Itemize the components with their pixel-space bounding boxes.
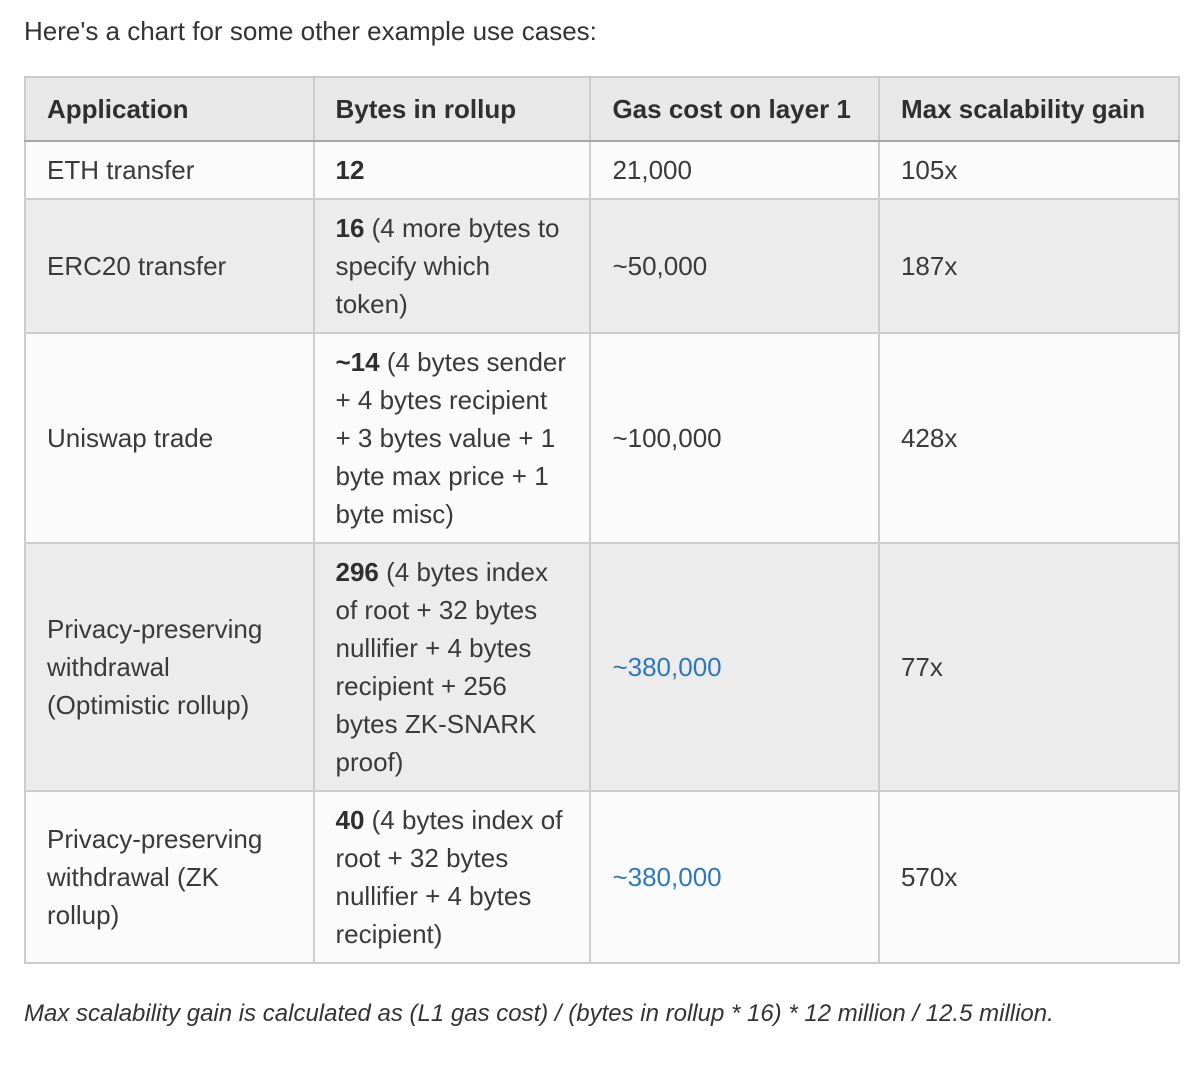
max-gain-cell: 428x: [877, 332, 1181, 544]
table-header-row: Application Bytes in rollup Gas cost on …: [24, 76, 1181, 142]
col-header-max-gain: Max scalability gain: [877, 76, 1181, 142]
max-gain-cell: 187x: [877, 198, 1181, 334]
bytes-value: ~14: [335, 347, 380, 377]
footnote-text: Max scalability gain is calculated as (L…: [24, 1000, 1054, 1027]
col-header-gas-cost: Gas cost on layer 1: [589, 76, 880, 142]
table-row: ERC20 transfer 16 (4 more bytes to specif…: [24, 198, 1181, 334]
bytes-in-rollup-cell: 16 (4 more bytes to specify which token): [312, 198, 592, 334]
use-cases-table: Application Bytes in rollup Gas cost on …: [24, 76, 1181, 964]
table-row: Privacy-preserving withdrawal (ZK rollup…: [24, 790, 1181, 964]
col-header-bytes-in-rollup: Bytes in rollup: [312, 76, 592, 142]
table-row: Privacy-preserving withdrawal (Optimisti…: [24, 542, 1181, 792]
bytes-value: 16: [335, 213, 365, 243]
col-header-application: Application: [24, 76, 315, 142]
table-body: ETH transfer 12 21,000 105x ERC20 transfer 16…: [24, 140, 1181, 964]
gas-cost-cell: ~380,000: [589, 790, 880, 964]
gas-cost-link[interactable]: ~380,000: [612, 862, 722, 892]
gas-cost-cell: 21,000: [589, 140, 880, 200]
bytes-value: 12: [335, 155, 365, 185]
gas-cost-cell: ~380,000: [589, 542, 880, 792]
bytes-value: 296: [335, 557, 379, 587]
gas-cost-cell: ~50,000: [589, 198, 880, 334]
table-row: Uniswap trade ~14 (4 bytes sender + 4 byt…: [24, 332, 1181, 544]
application-cell: ERC20 transfer: [24, 198, 315, 334]
intro-text: Here's a chart for some other example us…: [24, 16, 597, 46]
bytes-in-rollup-cell: ~14 (4 bytes sender + 4 bytes recipient …: [312, 332, 592, 544]
application-cell: ETH transfer: [24, 140, 315, 200]
max-gain-cell: 570x: [877, 790, 1181, 964]
article-content: Here's a chart for some other example us…: [24, 16, 1181, 1027]
bytes-in-rollup-cell: 296 (4 bytes index of root + 32 bytes nu…: [312, 542, 592, 792]
application-cell: Privacy-preserving withdrawal (Optimisti…: [24, 542, 315, 792]
application-cell: Uniswap trade: [24, 332, 315, 544]
bytes-value: 40: [335, 805, 365, 835]
gas-cost-cell: ~100,000: [589, 332, 880, 544]
max-gain-cell: 77x: [877, 542, 1181, 792]
bytes-in-rollup-cell: 40 (4 bytes index of root + 32 bytes nul…: [312, 790, 592, 964]
gas-cost-link[interactable]: ~380,000: [612, 652, 722, 682]
application-cell: Privacy-preserving withdrawal (ZK rollup…: [24, 790, 315, 964]
table-row: ETH transfer 12 21,000 105x: [24, 140, 1181, 200]
bytes-in-rollup-cell: 12: [312, 140, 592, 200]
max-gain-cell: 105x: [877, 140, 1181, 200]
